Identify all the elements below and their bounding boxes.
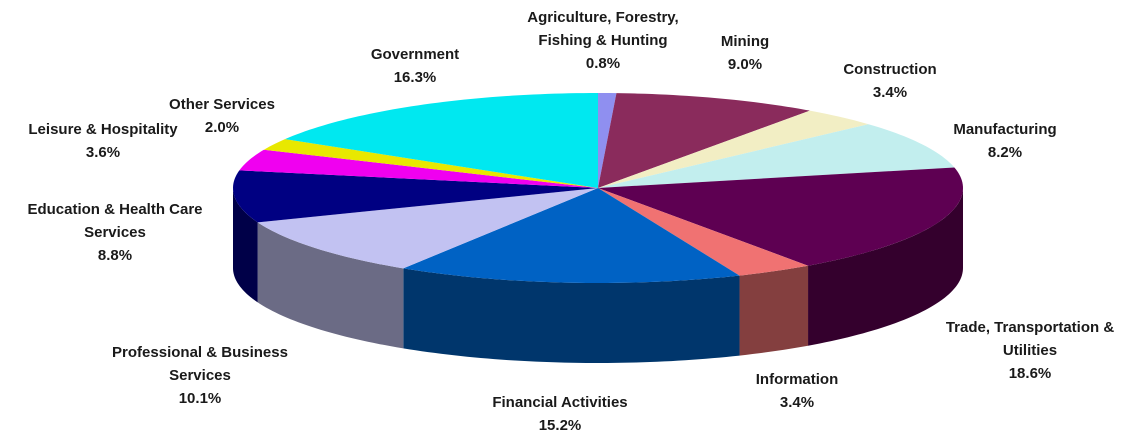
value-label: 2.0% xyxy=(204,119,240,136)
category-label: Education & Health Care Services xyxy=(27,201,203,241)
slice-label: Information 3.4% xyxy=(727,368,867,414)
slice xyxy=(598,124,955,188)
value-label: 8.2% xyxy=(987,144,1023,161)
value-label: 9.0% xyxy=(727,56,763,73)
slice-label: Financial Activities 15.2% xyxy=(460,391,660,437)
slice xyxy=(598,167,963,266)
category-label: Financial Activities xyxy=(492,394,628,411)
slice xyxy=(239,149,598,188)
slice-label: Education & Health Care Services 8.8% xyxy=(0,198,230,267)
slice-label: Other Services 2.0% xyxy=(152,93,292,139)
category-label: Information xyxy=(755,371,839,388)
slice-label: Trade, Transportation & Utilities 18.6% xyxy=(920,316,1137,385)
value-label: 16.3% xyxy=(393,69,437,86)
slice xyxy=(598,93,810,188)
slice-label: Mining 9.0% xyxy=(685,30,805,76)
slice-label: Leisure & Hospitality 3.6% xyxy=(13,118,193,164)
slice-side xyxy=(808,188,963,346)
slice xyxy=(285,93,598,188)
category-label: Agriculture, Forestry, Fishing & Hunting xyxy=(527,9,679,49)
slice xyxy=(598,110,869,188)
value-label: 18.6% xyxy=(1008,365,1052,382)
category-label: Leisure & Hospitality xyxy=(28,121,178,138)
category-label: Construction xyxy=(843,61,937,78)
slice xyxy=(403,188,740,283)
category-label: Manufacturing xyxy=(953,121,1057,138)
category-label: Professional & Business Services xyxy=(112,344,288,384)
value-label: 3.6% xyxy=(85,144,121,161)
value-label: 3.4% xyxy=(872,84,908,101)
value-label: 15.2% xyxy=(538,417,582,434)
value-label: 8.8% xyxy=(97,247,133,264)
slice xyxy=(598,188,809,276)
category-label: Trade, Transportation & Utilities xyxy=(945,319,1115,359)
slice-label: Agriculture, Forestry, Fishing & Hunting… xyxy=(503,6,703,75)
slice-label: Construction 3.4% xyxy=(815,58,965,104)
value-label: 10.1% xyxy=(178,390,222,407)
value-label: 0.8% xyxy=(585,55,621,72)
value-label: 3.4% xyxy=(779,394,815,411)
category-label: Government xyxy=(370,46,460,63)
slice-label: Manufacturing 8.2% xyxy=(925,118,1085,164)
slice-label: Professional & Business Services 10.1% xyxy=(90,341,310,410)
slice-side xyxy=(403,268,740,363)
slice xyxy=(263,139,598,188)
slice-side xyxy=(233,188,258,303)
slice-side xyxy=(257,222,404,349)
category-label: Other Services xyxy=(169,96,275,113)
slice-label: Government 16.3% xyxy=(345,43,485,89)
slice xyxy=(233,170,599,223)
slice xyxy=(598,93,617,188)
slice-side xyxy=(739,265,809,356)
category-label: Mining xyxy=(720,33,770,50)
slice xyxy=(257,188,598,269)
